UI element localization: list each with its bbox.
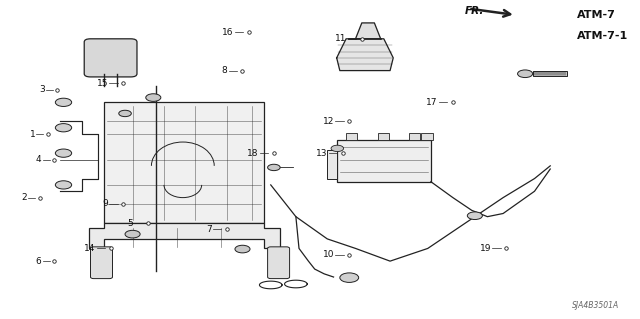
Text: ATM-7-1: ATM-7-1 <box>577 31 628 41</box>
FancyBboxPatch shape <box>532 70 567 76</box>
FancyBboxPatch shape <box>409 132 420 140</box>
Text: 3: 3 <box>39 85 45 94</box>
Circle shape <box>268 164 280 171</box>
Circle shape <box>146 94 161 101</box>
Polygon shape <box>337 39 393 70</box>
Circle shape <box>467 212 483 219</box>
Text: SJA4B3501A: SJA4B3501A <box>572 301 620 310</box>
Text: 11: 11 <box>335 34 347 43</box>
Text: 19: 19 <box>480 244 491 253</box>
Circle shape <box>55 98 72 107</box>
Text: 10: 10 <box>323 250 334 259</box>
Text: ATM-7: ATM-7 <box>577 10 616 20</box>
Polygon shape <box>88 223 280 249</box>
FancyBboxPatch shape <box>378 132 389 140</box>
Text: 9: 9 <box>102 199 108 208</box>
FancyBboxPatch shape <box>90 247 113 278</box>
Text: 7: 7 <box>206 225 212 234</box>
FancyBboxPatch shape <box>268 247 289 278</box>
Text: 5: 5 <box>127 219 133 227</box>
FancyBboxPatch shape <box>422 132 433 140</box>
Text: 6: 6 <box>36 257 42 266</box>
Text: 1: 1 <box>29 130 35 138</box>
Circle shape <box>518 70 532 78</box>
Circle shape <box>125 230 140 238</box>
Text: 12: 12 <box>323 117 334 126</box>
Text: 16: 16 <box>222 28 234 37</box>
Text: 2: 2 <box>22 193 27 202</box>
FancyBboxPatch shape <box>84 39 137 77</box>
Text: 4: 4 <box>36 155 42 164</box>
FancyBboxPatch shape <box>327 150 337 179</box>
Polygon shape <box>356 23 381 39</box>
Circle shape <box>119 110 131 117</box>
Text: 15: 15 <box>97 79 108 88</box>
Text: 17: 17 <box>426 98 438 107</box>
FancyBboxPatch shape <box>337 140 431 182</box>
FancyBboxPatch shape <box>346 132 357 140</box>
Circle shape <box>55 149 72 157</box>
Text: 14: 14 <box>84 244 95 253</box>
Circle shape <box>55 123 72 132</box>
Circle shape <box>331 145 344 152</box>
Circle shape <box>55 181 72 189</box>
Text: 8: 8 <box>221 66 227 75</box>
Text: 13: 13 <box>316 149 328 158</box>
FancyBboxPatch shape <box>104 102 264 223</box>
Circle shape <box>235 245 250 253</box>
Text: 18: 18 <box>247 149 259 158</box>
Text: FR.: FR. <box>465 6 484 16</box>
Circle shape <box>340 273 358 282</box>
